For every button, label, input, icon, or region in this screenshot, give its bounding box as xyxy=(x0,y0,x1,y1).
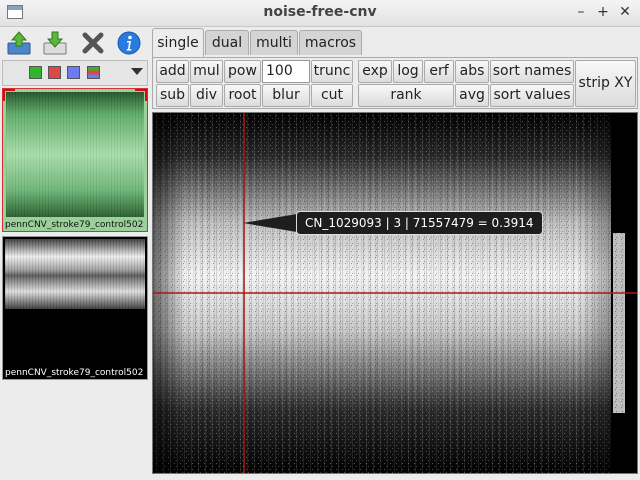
title-bar: noise-free-cnv – + ✕ xyxy=(0,0,640,27)
erf-button[interactable]: erf xyxy=(424,60,454,83)
sort-values-button[interactable]: sort values xyxy=(490,84,574,107)
tab-dual[interactable]: dual xyxy=(205,30,249,55)
thumbnail-2[interactable]: pennCNV_stroke79_control502 xyxy=(2,236,148,380)
root-button[interactable]: root xyxy=(224,84,261,107)
operations-panel: add sub mul div pow 100 root blur trunc … xyxy=(152,57,638,109)
pow-input[interactable]: 100 xyxy=(262,60,310,83)
window-icon[interactable] xyxy=(7,5,23,19)
maximize-button[interactable]: + xyxy=(597,4,609,20)
thumbnail-1[interactable]: pennCNV_stroke79_control502 xyxy=(2,88,148,232)
tab-multi[interactable]: multi xyxy=(250,30,298,55)
blur-button[interactable]: blur xyxy=(262,84,310,107)
cut-button[interactable]: cut xyxy=(311,84,353,107)
mul-button[interactable]: mul xyxy=(190,60,223,83)
avg-button[interactable]: avg xyxy=(455,84,489,107)
upload-icon[interactable] xyxy=(6,30,32,56)
thumbnail-image xyxy=(6,92,144,217)
pow-button[interactable]: pow xyxy=(224,60,261,83)
info-icon[interactable] xyxy=(116,30,142,56)
multi-swatch[interactable] xyxy=(87,66,100,79)
palette-selector[interactable] xyxy=(2,60,148,86)
value-tooltip: CN_1029093 | 3 | 71557479 = 0.3914 xyxy=(296,211,543,235)
blue-swatch[interactable] xyxy=(67,66,80,79)
exp-button[interactable]: exp xyxy=(358,60,392,83)
selection-corner xyxy=(3,89,15,101)
selection-corner xyxy=(135,89,147,101)
thumbnail-label: pennCNV_stroke79_control502 xyxy=(5,220,144,230)
download-icon[interactable] xyxy=(42,30,68,56)
close-button[interactable]: ✕ xyxy=(619,4,631,20)
thumbnail-label: pennCNV_stroke79_control502 xyxy=(5,368,144,378)
add-button[interactable]: add xyxy=(156,60,189,83)
delete-icon[interactable] xyxy=(80,30,106,56)
tab-single[interactable]: single xyxy=(152,28,204,57)
div-button[interactable]: div xyxy=(190,84,223,107)
tab-macros[interactable]: macros xyxy=(299,30,362,55)
tooltip-pointer xyxy=(243,214,297,232)
green-swatch[interactable] xyxy=(29,66,42,79)
trunc-button[interactable]: trunc xyxy=(311,60,353,83)
window-title: noise-free-cnv xyxy=(263,4,377,20)
red-swatch[interactable] xyxy=(48,66,61,79)
chevron-down-icon[interactable] xyxy=(131,68,143,75)
abs-button[interactable]: abs xyxy=(455,60,489,83)
log-button[interactable]: log xyxy=(393,60,423,83)
cnv-heatmap[interactable] xyxy=(152,112,638,474)
sort-names-button[interactable]: sort names xyxy=(490,60,574,83)
thumbnail-image xyxy=(5,239,145,309)
strip-xy-button[interactable]: strip XY xyxy=(575,60,636,107)
heatmap-canvas[interactable] xyxy=(153,113,638,474)
minimize-button[interactable]: – xyxy=(577,4,585,20)
file-toolbar xyxy=(0,27,150,59)
sub-button[interactable]: sub xyxy=(156,84,189,107)
rank-button[interactable]: rank xyxy=(358,84,454,107)
